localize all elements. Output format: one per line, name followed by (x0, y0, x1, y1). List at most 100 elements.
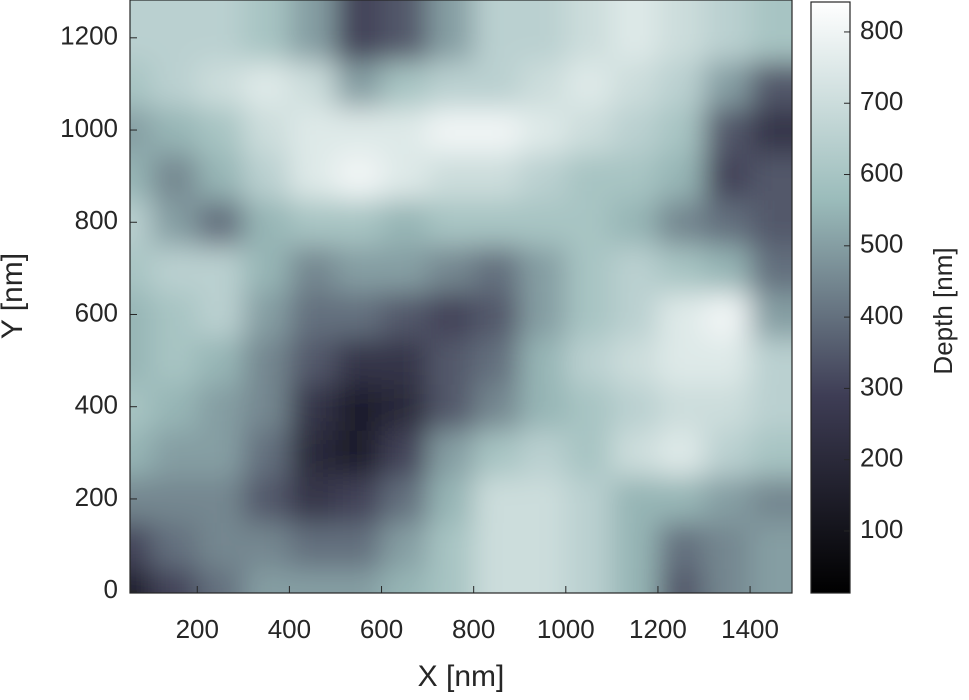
depth-cell (750, 106, 792, 155)
depth-cell (130, 106, 153, 155)
y-tick-label: 400 (75, 390, 118, 420)
depth-cell (151, 153, 199, 201)
depth-cell (335, 383, 383, 431)
depth-cell (427, 0, 475, 62)
depth-cell (657, 245, 706, 293)
depth-cell (243, 568, 291, 593)
depth-cell (243, 153, 291, 201)
depth-cell (335, 199, 383, 247)
depth-cell (611, 199, 659, 247)
depth-cell (704, 568, 752, 593)
depth-cell (750, 383, 792, 431)
depth-cell (381, 475, 429, 523)
depth-cell (611, 106, 659, 155)
depth-cell (335, 521, 383, 570)
depth-cell (750, 337, 792, 385)
depth-cell (381, 521, 429, 570)
depth-cell (335, 291, 383, 339)
y-tick-label: 1200 (60, 21, 118, 51)
depth-cell (519, 383, 567, 431)
depth-cell (151, 475, 199, 523)
depth-cell (130, 383, 153, 431)
depth-cell (243, 291, 291, 339)
depth-cell (473, 245, 521, 293)
depth-cell (243, 383, 291, 431)
y-axis-label: Y [nm] (0, 253, 29, 339)
depth-cell (611, 383, 659, 431)
depth-cell (197, 245, 245, 293)
depth-cell (427, 199, 475, 247)
depth-cell (427, 337, 475, 385)
depth-cell (611, 60, 659, 108)
depth-cell (657, 337, 706, 385)
depth-cell (289, 521, 337, 570)
depth-cell (289, 429, 337, 477)
depth-cell (519, 429, 567, 477)
depth-cell (519, 0, 567, 62)
depth-cell (565, 429, 613, 477)
colorbar-label: Depth [nm] (928, 247, 958, 374)
depth-cell (611, 568, 659, 593)
depth-cell (335, 337, 383, 385)
depth-cell (243, 199, 291, 247)
depth-cell (704, 60, 752, 108)
depth-cell (611, 429, 659, 477)
depth-cell (151, 337, 199, 385)
depth-cell (750, 0, 792, 62)
depth-cell (704, 0, 752, 62)
depth-cell (519, 475, 567, 523)
depth-cell (427, 153, 475, 201)
colorbar (810, 1, 851, 594)
depth-cell (243, 521, 291, 570)
depth-cell (657, 475, 706, 523)
depth-cell (750, 475, 792, 523)
colorbar-tick-label: 800 (860, 15, 903, 45)
depth-cell (750, 60, 792, 108)
depth-cell (197, 475, 245, 523)
depth-cell (657, 291, 706, 339)
depth-cell (130, 429, 153, 477)
depth-cell (289, 0, 337, 62)
depth-cell (704, 475, 752, 523)
depth-cell (289, 568, 337, 593)
depth-cell (704, 153, 752, 201)
y-tick-label: 800 (75, 205, 118, 235)
depth-cell (427, 475, 475, 523)
depth-cell (704, 337, 752, 385)
depth-cell (130, 60, 153, 108)
depth-cell (657, 521, 706, 570)
depth-cell (243, 337, 291, 385)
depth-cell (750, 291, 792, 339)
depth-cell (427, 383, 475, 431)
depth-cell (519, 568, 567, 593)
depth-cell (565, 60, 613, 108)
plot-box (129, 0, 793, 594)
depth-cell (335, 106, 383, 155)
depth-cell (243, 475, 291, 523)
depth-cell (611, 153, 659, 201)
depth-cell (427, 106, 475, 155)
depth-cell (704, 245, 752, 293)
depth-cell (473, 429, 521, 477)
depth-cell (750, 568, 792, 593)
colorbar-tick-label: 700 (860, 86, 903, 116)
depth-cell (381, 199, 429, 247)
depth-cell (197, 291, 245, 339)
y-tick-label: 600 (75, 297, 118, 327)
depth-cell (611, 0, 659, 62)
depth-cell (151, 383, 199, 431)
y-tick-label: 200 (75, 482, 118, 512)
depth-cell (565, 291, 613, 339)
plot-area (130, 0, 792, 593)
depth-cell (197, 383, 245, 431)
depth-cell (289, 475, 337, 523)
depth-cell (519, 60, 567, 108)
colorbar-tick-label: 400 (860, 300, 903, 330)
depth-cell (197, 429, 245, 477)
depth-cell (704, 291, 752, 339)
depth-cell (750, 521, 792, 570)
depth-cell (130, 337, 153, 385)
depth-cell (130, 521, 153, 570)
depth-cell (289, 383, 337, 431)
